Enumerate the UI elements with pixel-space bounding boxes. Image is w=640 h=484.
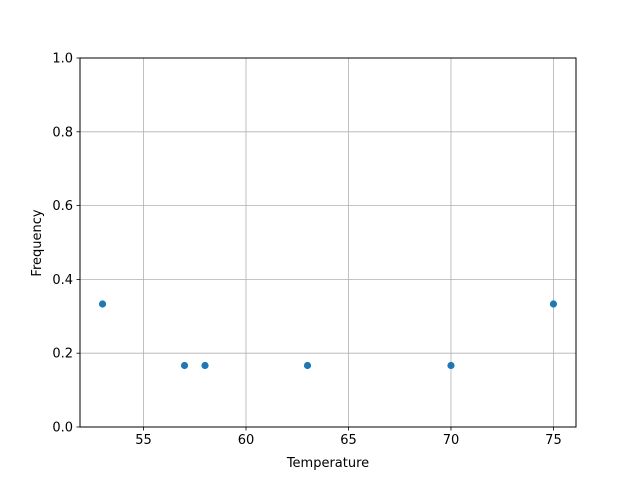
grid <box>80 57 576 428</box>
x-tick-label: 75 <box>545 433 562 448</box>
plot-frame <box>79 57 577 428</box>
data-point <box>447 361 455 370</box>
y-tick-label: 0.0 <box>52 421 73 436</box>
x-tick-label: 55 <box>135 433 152 448</box>
y-tick-label: 0.6 <box>52 199 73 214</box>
ticks: 55 60 65 70 75 0.0 0.2 0.4 0.6 0.8 1.0 <box>52 52 561 449</box>
x-tick-label: 65 <box>340 433 357 448</box>
y-axis-label: Frequency <box>30 209 45 276</box>
data-point <box>549 300 558 308</box>
y-tick-label: 0.8 <box>52 125 73 140</box>
data-point <box>180 361 189 370</box>
data-point <box>201 361 209 370</box>
y-tick-label: 0.4 <box>52 273 73 288</box>
y-tick-label: 1.0 <box>52 52 73 67</box>
data-points <box>98 300 558 370</box>
y-tick-label: 0.2 <box>52 347 73 362</box>
data-point <box>303 361 312 370</box>
x-tick-label: 70 <box>443 433 460 448</box>
x-tick-label: 60 <box>238 433 255 448</box>
x-axis-label: Temperature <box>286 456 369 471</box>
data-point <box>98 300 107 308</box>
